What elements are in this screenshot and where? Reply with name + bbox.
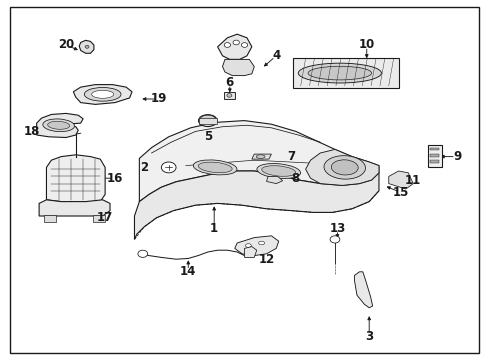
- Circle shape: [161, 162, 176, 173]
- Text: 11: 11: [404, 174, 421, 186]
- Ellipse shape: [92, 90, 113, 98]
- Text: 8: 8: [291, 172, 299, 185]
- Polygon shape: [39, 200, 110, 216]
- Polygon shape: [73, 85, 132, 104]
- Ellipse shape: [307, 66, 371, 80]
- Ellipse shape: [198, 114, 217, 126]
- Text: 18: 18: [23, 125, 40, 138]
- Ellipse shape: [200, 115, 215, 122]
- Ellipse shape: [193, 160, 237, 175]
- Ellipse shape: [198, 162, 232, 173]
- Ellipse shape: [43, 119, 74, 132]
- Ellipse shape: [85, 45, 89, 48]
- Polygon shape: [37, 113, 83, 138]
- Text: 17: 17: [97, 211, 113, 224]
- Ellipse shape: [261, 166, 295, 176]
- Ellipse shape: [258, 241, 264, 245]
- Polygon shape: [354, 272, 372, 308]
- Polygon shape: [79, 40, 94, 53]
- Text: 9: 9: [452, 150, 460, 163]
- Ellipse shape: [84, 87, 121, 101]
- Ellipse shape: [232, 40, 239, 45]
- Bar: [44, 215, 56, 222]
- Polygon shape: [134, 171, 378, 239]
- Ellipse shape: [224, 43, 230, 47]
- Ellipse shape: [324, 156, 365, 179]
- Text: 3: 3: [365, 330, 372, 343]
- Text: 14: 14: [180, 265, 196, 278]
- Ellipse shape: [256, 163, 300, 179]
- Text: 2: 2: [140, 161, 148, 174]
- Bar: [198, 118, 217, 124]
- Circle shape: [138, 250, 147, 257]
- Ellipse shape: [256, 155, 264, 158]
- Ellipse shape: [245, 244, 251, 247]
- Text: 16: 16: [106, 172, 123, 185]
- Circle shape: [329, 236, 339, 243]
- Text: 1: 1: [210, 222, 218, 235]
- Text: 20: 20: [58, 39, 74, 51]
- Text: 5: 5: [203, 130, 211, 143]
- Polygon shape: [217, 34, 251, 59]
- Text: 10: 10: [358, 39, 374, 51]
- Polygon shape: [234, 236, 278, 256]
- Text: 7: 7: [286, 150, 294, 163]
- Bar: [224, 92, 234, 99]
- Text: 6: 6: [225, 76, 233, 89]
- Bar: [293, 58, 398, 88]
- Polygon shape: [244, 247, 256, 257]
- Bar: [429, 154, 438, 157]
- Polygon shape: [305, 149, 378, 185]
- Bar: [429, 148, 438, 150]
- Text: 4: 4: [272, 49, 280, 62]
- Text: 13: 13: [328, 222, 345, 235]
- Polygon shape: [388, 171, 412, 189]
- Bar: [93, 215, 105, 222]
- Polygon shape: [46, 155, 105, 203]
- Ellipse shape: [48, 121, 69, 129]
- Bar: [427, 145, 441, 167]
- Ellipse shape: [331, 160, 357, 175]
- Text: 12: 12: [258, 253, 274, 266]
- Text: 19: 19: [150, 93, 167, 105]
- Polygon shape: [266, 176, 282, 184]
- Ellipse shape: [226, 94, 231, 97]
- Ellipse shape: [298, 63, 381, 83]
- Bar: [429, 160, 438, 163]
- Polygon shape: [139, 121, 378, 202]
- Ellipse shape: [241, 43, 247, 47]
- Polygon shape: [222, 59, 254, 76]
- Polygon shape: [251, 154, 271, 159]
- Text: 15: 15: [392, 186, 408, 199]
